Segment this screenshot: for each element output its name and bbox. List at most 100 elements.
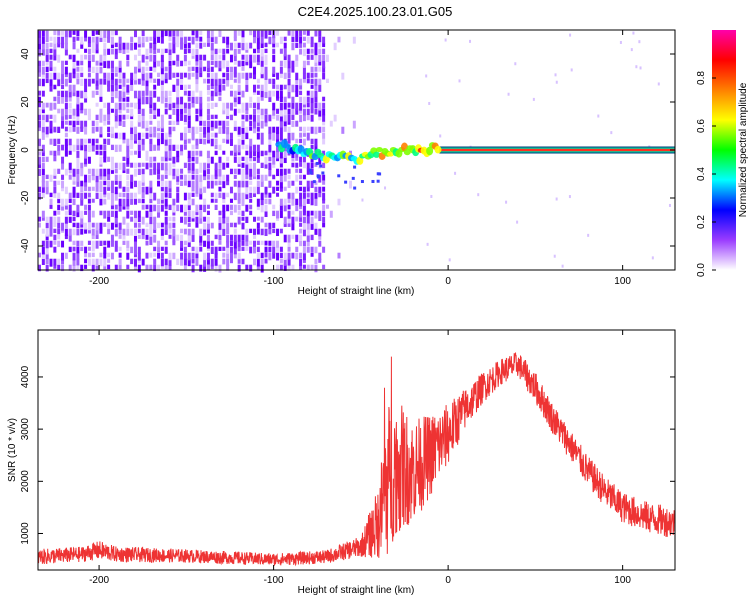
noise-cell [276,138,280,144]
noise-cell [53,48,57,56]
noise-cell [118,258,122,265]
noise-cell [137,186,141,195]
noise-cell [279,60,283,67]
noise-cell [187,72,191,80]
noise-cell [68,108,72,114]
noise-cell [80,60,84,66]
noise-cell [53,174,57,179]
noise-cell [107,60,111,69]
noise-cell [241,54,245,60]
noise-cell [214,174,218,180]
signal-blob [373,151,381,158]
noise-cell [41,102,45,110]
noise-cell [99,222,103,231]
noise-cell [133,42,137,50]
noise-cell [260,216,264,223]
noise-cell [45,216,49,222]
noise-cell [249,54,253,62]
noise-cell [218,168,222,177]
noise-cell [291,30,295,37]
noise-cell [237,216,241,225]
noise-cell [310,72,314,78]
noise-cell [153,246,157,252]
noise-cell [114,114,118,122]
noise-cell [302,108,306,116]
noise-cell [260,198,264,206]
noise-cell [157,168,161,175]
y-tick-label: -20 [20,190,31,205]
noise-cell [191,156,195,162]
noise-cell [287,252,291,260]
noise-cell [241,192,245,200]
noise-cell [318,126,322,133]
noise-cell [306,216,310,224]
noise-cell [168,144,172,151]
noise-cell [133,162,137,168]
noise-cell [91,126,95,134]
noise-cell [122,240,126,245]
noise-cell [276,114,280,121]
noise-cell [168,114,172,120]
noise-cell [268,36,272,45]
noise-cell [183,114,187,122]
noise-cell [41,72,45,78]
noise-cell [41,108,45,114]
noise-cell [256,222,260,229]
noise-cell [314,198,318,206]
noise-cell [76,48,80,53]
noise-cell [91,138,95,146]
noise-cell [61,198,65,207]
noise-cell [233,108,237,116]
noise-cell [295,150,299,158]
noise-cell [226,132,230,140]
noise-cell [99,108,103,116]
noise-cell [49,72,53,80]
noise-cell [114,90,118,99]
noise-cell [203,162,207,171]
signal-speck [360,180,364,184]
noise-cell [295,108,299,115]
noise-cell [306,60,310,66]
noise-cell [203,138,207,145]
noise-cell [276,72,280,80]
noise-cell [206,204,210,209]
noise-cell [187,180,191,188]
noise-cell [95,114,99,121]
noise-cell [279,138,283,144]
noise-cell [222,210,226,219]
noise-cell [187,108,191,116]
noise-cell [164,150,168,158]
noise-cell [107,30,111,39]
noise-cell [114,264,118,271]
noise-cell [141,192,145,199]
noise-cell [41,156,45,163]
noise-cell [295,234,299,243]
noise-cell [187,84,191,89]
noise-cell [276,252,280,261]
noise-cell [299,174,303,180]
noise-cell [195,84,199,93]
noise-cell [164,156,168,162]
noise-cell [49,114,53,119]
noise-cell [153,216,157,224]
noise-cell [110,168,114,174]
noise-cell [264,258,268,264]
noise-cell [87,246,91,251]
noise-cell [80,42,84,49]
noise-cell [428,101,431,105]
noise-cell [306,180,310,188]
noise-cell [295,72,299,81]
colorbar-tick-label: 0.0 [696,263,707,277]
noise-cell [118,144,122,152]
noise-cell [283,48,287,57]
noise-cell [38,108,41,115]
noise-cell [306,90,310,96]
noise-cell [245,180,249,188]
noise-cell [218,180,222,186]
noise-cell [226,66,230,73]
noise-cell [283,102,287,110]
noise-cell [141,54,145,63]
noise-cell [53,96,57,102]
noise-cell [130,132,134,141]
noise-cell [141,72,145,81]
